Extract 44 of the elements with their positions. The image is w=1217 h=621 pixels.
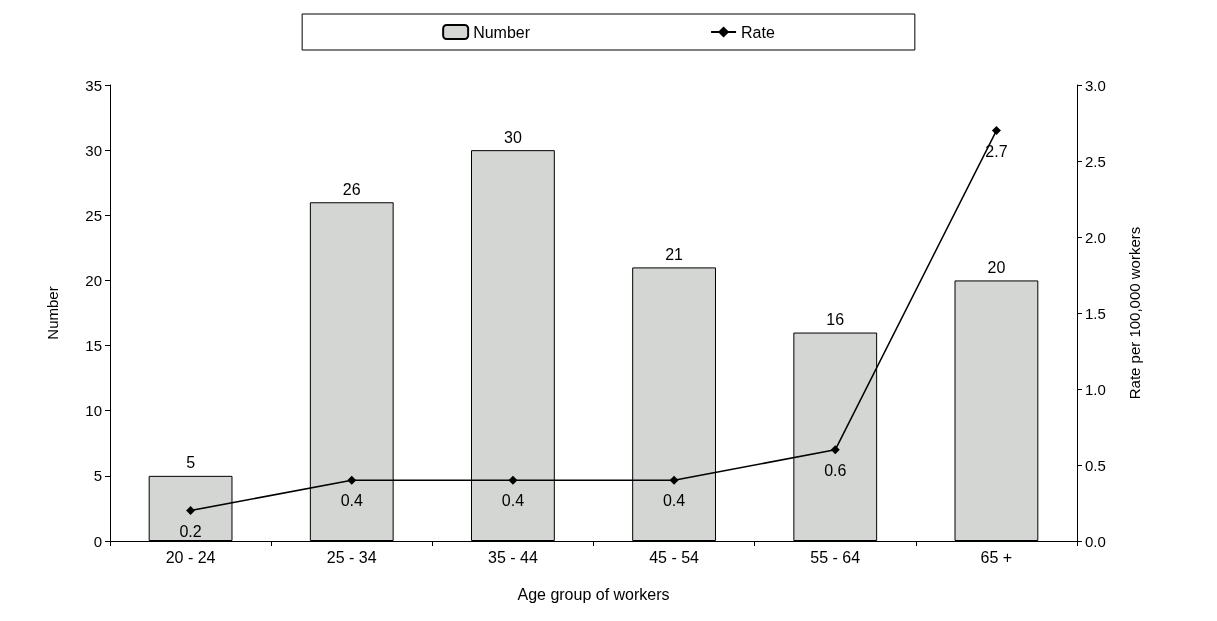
y2-tick-label: 0.5 <box>1085 456 1106 474</box>
data-label: 5 <box>186 454 196 472</box>
x-tick-label: 20 - 24 <box>165 548 216 566</box>
point <box>347 475 357 485</box>
y2-tick-label: 2.5 <box>1085 152 1106 170</box>
data-label: 30 <box>504 128 522 146</box>
y2-tick-label: 2.0 <box>1085 228 1106 246</box>
data-label: 0.4 <box>340 492 363 510</box>
x-tick-label: 65 + <box>980 548 1013 566</box>
legend-label: Number <box>473 23 531 41</box>
data-label: 2.7 <box>985 142 1008 160</box>
y-tick-label: 5 <box>93 467 102 485</box>
y2-tick-label: 3.0 <box>1085 76 1106 94</box>
point <box>508 475 518 485</box>
data-label: 0.2 <box>179 522 202 540</box>
y2-axis-title: Rate per 100,000 workers <box>1126 226 1143 400</box>
y-tick-label: 35 <box>85 76 102 94</box>
point <box>991 126 1001 136</box>
x-tick-label: 25 - 34 <box>326 548 377 566</box>
y-tick-label: 30 <box>85 141 102 159</box>
point <box>186 506 196 516</box>
y2-tick-label: 1.5 <box>1085 304 1106 322</box>
data-label: 0.4 <box>501 492 525 510</box>
x-tick-label: 45 - 54 <box>649 548 700 566</box>
legend-label: Rate <box>741 23 775 41</box>
data-label: 0.4 <box>662 492 686 510</box>
x-tick-label: 35 - 44 <box>488 548 538 566</box>
y2-tick-label: 0.0 <box>1085 532 1106 550</box>
data-label: 16 <box>826 311 845 329</box>
y-tick-label: 25 <box>85 206 102 224</box>
point <box>669 475 679 485</box>
x-tick-label: 55 - 64 <box>810 548 861 566</box>
point <box>830 445 840 455</box>
data-label: 26 <box>342 180 361 198</box>
data-label: 20 <box>987 258 1006 276</box>
y2-tick-label: 1.0 <box>1085 380 1106 398</box>
data-label: 21 <box>665 245 684 263</box>
x-axis-title: Age group of workers <box>517 585 670 603</box>
y-tick-label: 0 <box>93 532 102 550</box>
data-label: 0.6 <box>824 461 847 479</box>
y-tick-label: 10 <box>85 402 102 420</box>
y-tick-label: 20 <box>85 271 102 289</box>
y-axis-title: Number <box>44 286 61 340</box>
y-tick-label: 15 <box>85 337 102 355</box>
